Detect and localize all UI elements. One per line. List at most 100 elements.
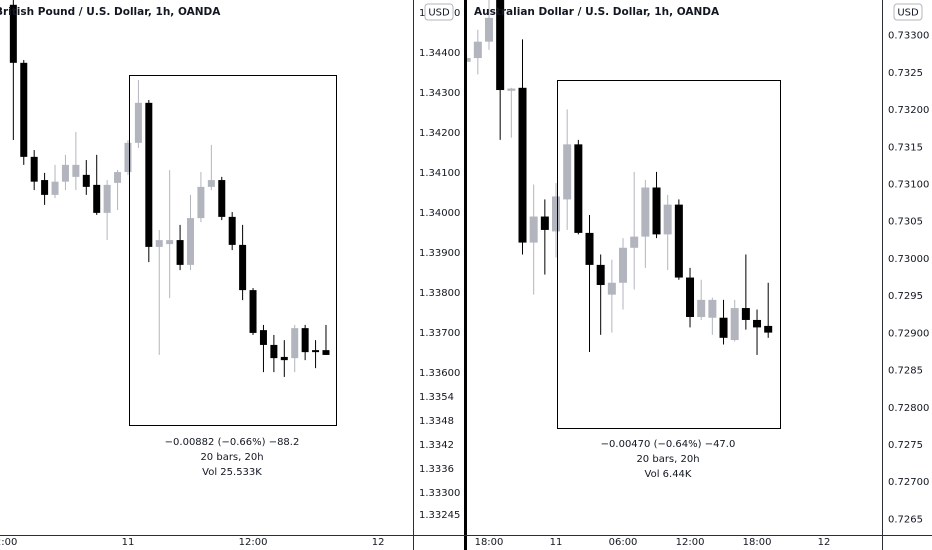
candle-body (540, 216, 549, 230)
candle-body (145, 102, 153, 247)
y-tick-label: 1.3336 (419, 464, 454, 475)
candle-body (652, 187, 661, 235)
candle-body (322, 350, 330, 355)
x-tick-label: 18:00 (743, 537, 772, 548)
pane (9, 0, 330, 377)
candle-body (239, 244, 247, 291)
y-tick-label: 0.7285 (888, 366, 923, 377)
y-tick-label: 1.3342 (419, 440, 454, 451)
candle-body (228, 216, 236, 245)
x-tick-label: 06:00 (609, 537, 638, 548)
candle-body (708, 299, 717, 318)
y-tick-label: 1.34200 (419, 128, 460, 139)
candle-body (51, 181, 59, 195)
candle-body (630, 236, 639, 248)
candle-body (674, 204, 683, 278)
candle-body (741, 308, 750, 320)
measure-box (129, 75, 337, 426)
y-tick-label: 0.73200 (888, 105, 929, 116)
measure-label: Vol 6.44K (645, 469, 692, 480)
candle-body (473, 41, 482, 59)
currency-label: USD (897, 8, 919, 19)
candle-body (9, 4, 17, 63)
y-tick-label: 0.7265 (888, 514, 923, 525)
measure-label: −0.00470 (−0.64%) −47.0 (601, 439, 736, 450)
candle-body (574, 144, 583, 233)
candle-body (249, 290, 257, 333)
candle-body (124, 142, 132, 173)
currency-badge (893, 3, 923, 21)
pane (467, 0, 773, 355)
x-tick-label: 11 (122, 537, 135, 548)
measure-box (557, 80, 781, 429)
y-tick-label: 0.7325 (888, 68, 923, 79)
y-tick-label: 0.7275 (888, 440, 923, 451)
candle-body (114, 172, 122, 183)
candle-body (764, 325, 773, 333)
currency-badge (424, 3, 454, 21)
candle-body (753, 319, 762, 328)
x-tick-label: 12:00 (0, 537, 17, 548)
x-tick-label: 11 (550, 537, 563, 548)
y-tick-label: 1.3348 (419, 416, 454, 427)
x-tick-label: 18:00 (475, 537, 504, 548)
candle-body (596, 264, 605, 285)
x-tick-label: 12:00 (676, 537, 705, 548)
y-tick-label: 1.34300 (419, 88, 460, 99)
candle-body (312, 350, 320, 353)
y-tick-label: 0.72800 (888, 403, 929, 414)
measure-label: −0.00882 (−0.66%) −88.2 (165, 437, 300, 448)
x-tick-label: 12 (818, 537, 831, 548)
candle-body (82, 174, 90, 187)
y-tick-label: 1.3354 (419, 392, 454, 403)
y-tick-label: 0.72900 (888, 328, 929, 339)
candle-body (166, 240, 174, 245)
y-tick-label: 1.34000 (419, 208, 460, 219)
currency-label: USD (428, 8, 450, 19)
candle-body (730, 308, 739, 341)
y-tick-label: 1.34100 (419, 168, 460, 179)
measure-label: 20 bars, 20h (636, 454, 699, 465)
y-tick-label: 0.73300 (888, 31, 929, 42)
candle-body (619, 247, 628, 283)
candle-body (719, 317, 728, 338)
candle-body (103, 184, 111, 213)
candle-body (134, 102, 142, 143)
candle-body (663, 204, 672, 235)
y-tick-label: 1.33245 (419, 510, 460, 521)
measure-label: Vol 25.533K (202, 467, 262, 478)
candle-body (686, 277, 695, 317)
candle-body (207, 180, 215, 187)
candle-body (280, 356, 288, 361)
candle-body (552, 196, 561, 232)
candle-body (467, 58, 471, 62)
measure-label: 20 bars, 20h (200, 452, 263, 463)
candle-body (496, 0, 505, 91)
candle-body (61, 164, 69, 182)
chart-title: Australian Dollar / U.S. Dollar, 1h, OAN… (474, 6, 720, 18)
candle-body (641, 187, 650, 237)
chart-title: British Pound / U.S. Dollar, 1h, OANDA (0, 6, 221, 18)
candle-body (518, 87, 527, 243)
candle-body (529, 216, 538, 243)
candle-body (697, 299, 706, 317)
candle-body (291, 328, 299, 359)
candle-body (270, 344, 278, 359)
y-tick-label: 0.73000 (888, 254, 929, 265)
candle-body (30, 156, 38, 182)
candle-body (301, 328, 309, 353)
y-tick-label: 1.33300 (419, 488, 460, 499)
candle-body (155, 240, 163, 247)
y-tick-label: 0.7305 (888, 217, 923, 228)
candle-body (20, 62, 28, 157)
y-tick-label: 1.33700 (419, 328, 460, 339)
y-tick-label: 0.7295 (888, 291, 923, 302)
y-tick-label: 1.33600 (419, 368, 460, 379)
x-tick-label: 12 (372, 537, 385, 548)
x-tick-label: 12:00 (239, 537, 268, 548)
candle-body (507, 88, 516, 91)
candle-body (72, 164, 80, 177)
candle-body (585, 232, 594, 265)
candle-body (93, 184, 101, 213)
